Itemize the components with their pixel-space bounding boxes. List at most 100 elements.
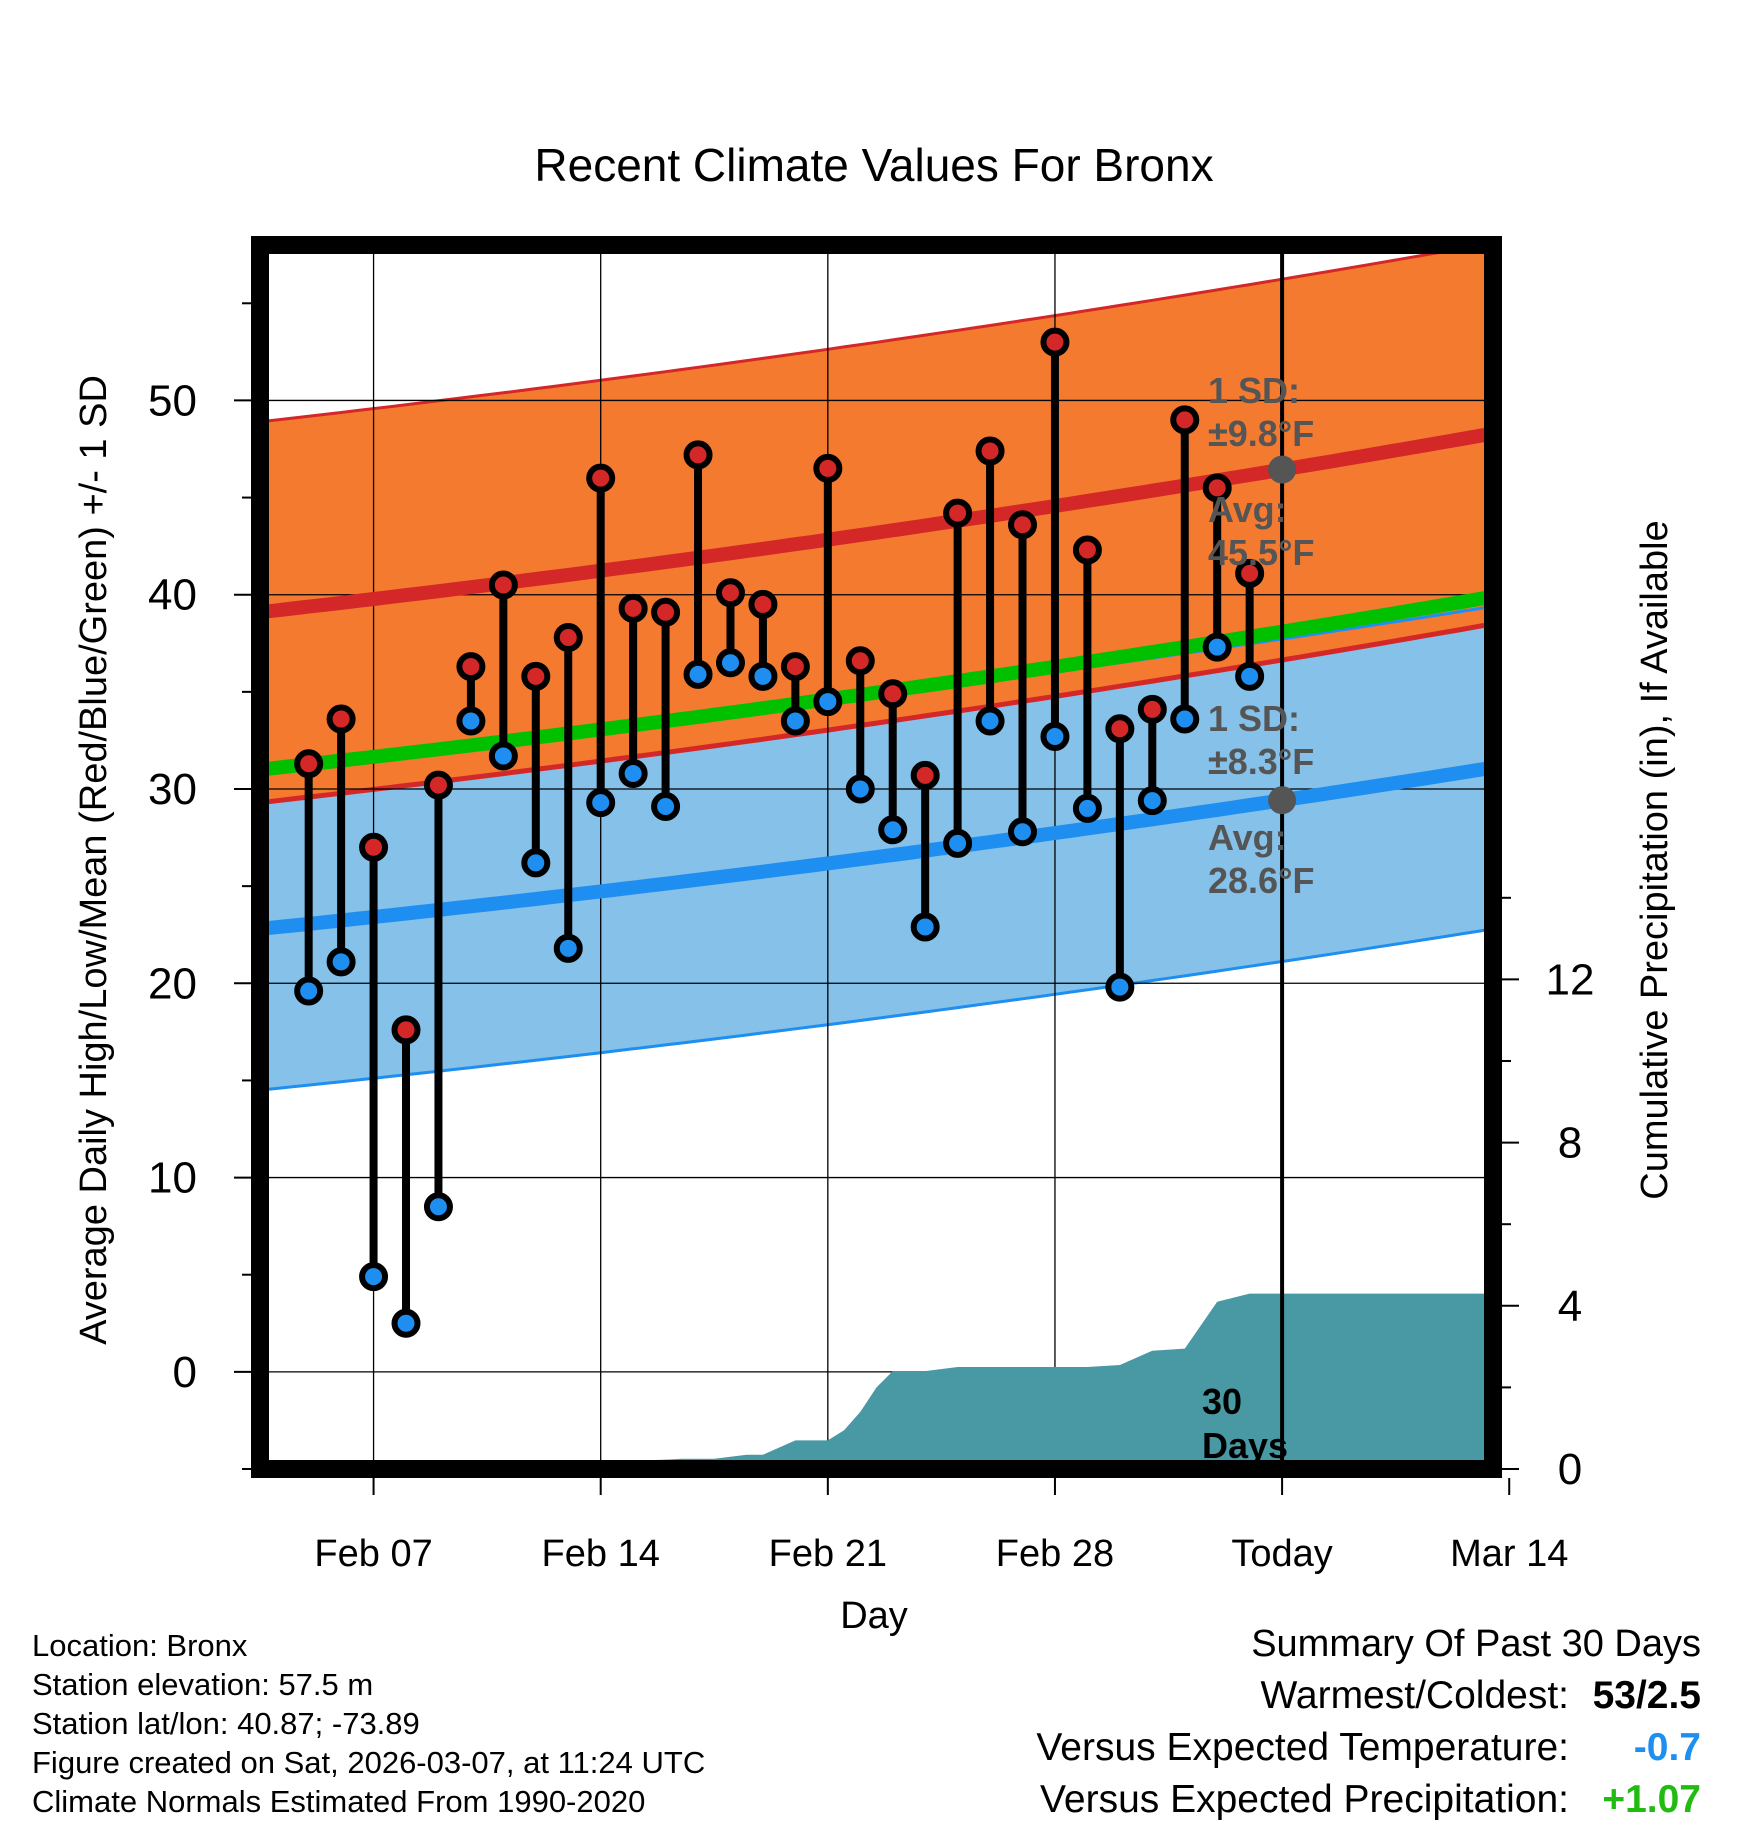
daily-low-marker	[618, 758, 648, 788]
daily-high-marker	[780, 652, 810, 682]
daily-low-marker	[1008, 817, 1038, 847]
daily-low-marker	[975, 706, 1005, 736]
summary-precip: Versus Expected Precipitation: +1.07	[1036, 1774, 1701, 1826]
daily-low-marker	[586, 788, 616, 818]
precipitation-fill	[260, 1293, 1493, 1469]
y2-axis-label: Cumulative Precipitation (in), If Availa…	[1634, 520, 1676, 1199]
figure-created: Figure created on Sat, 2026-03-07, at 11…	[32, 1745, 706, 1780]
y-tick-label: 40	[148, 571, 197, 620]
daily-high-marker	[456, 652, 486, 682]
daily-low-marker	[391, 1308, 421, 1338]
daily-high-marker	[651, 597, 681, 627]
daily-high-marker	[423, 770, 453, 800]
y2-tick-label: 0	[1558, 1445, 1582, 1494]
station-info: Location: Bronx Station elevation: 57.5 …	[32, 1626, 705, 1821]
daily-low-marker	[1137, 786, 1167, 816]
daily-high-marker	[1202, 473, 1232, 503]
daily-high-marker	[813, 453, 843, 483]
high-annotation: 1 SD: ±9.8°F Avg: 45.5°F	[1208, 370, 1314, 573]
daily-low-marker	[780, 706, 810, 736]
daily-high-marker	[294, 749, 324, 779]
low-sd-label: 1 SD:	[1208, 698, 1300, 739]
precip-vs-expected-value: +1.07	[1602, 1778, 1701, 1821]
daily-markers	[294, 327, 1265, 1338]
y-tick-label: 10	[148, 1154, 197, 1203]
daily-low-marker	[715, 648, 745, 678]
x-tick-label: Feb 14	[542, 1533, 660, 1575]
today-days-word: Days	[1202, 1425, 1288, 1466]
high-avg-label: Avg:	[1208, 489, 1287, 530]
daily-high-marker	[488, 570, 518, 600]
climate-normals-note: Climate Normals Estimated From 1990-2020	[32, 1784, 646, 1819]
station-elevation: Station elevation: 57.5 m	[32, 1667, 374, 1702]
station-location: Location: Bronx	[32, 1628, 248, 1663]
x-tick-label: Today	[1231, 1533, 1332, 1575]
mean-average-line	[260, 589, 1493, 777]
x-tick-label: Feb 07	[314, 1533, 432, 1575]
precipitation-area	[260, 1293, 1493, 1469]
daily-low-marker	[943, 828, 973, 858]
station-latlon: Station lat/lon: 40.87; -73.89	[32, 1706, 420, 1741]
high-avg-value: 45.5°F	[1208, 532, 1314, 573]
today-low-average-dot	[1268, 786, 1297, 815]
daily-low-marker	[1105, 972, 1135, 1002]
y-tick-label: 20	[148, 959, 197, 1008]
daily-low-marker	[1202, 632, 1232, 662]
daily-high-marker	[943, 498, 973, 528]
y2-tick-label: 4	[1558, 1282, 1582, 1331]
x-tick-label: Feb 21	[769, 1533, 887, 1575]
daily-ranges	[304, 342, 1254, 1324]
low-sd-value: ±8.3°F	[1208, 741, 1314, 782]
daily-high-marker	[683, 440, 713, 470]
daily-low-marker	[359, 1262, 389, 1292]
daily-high-marker	[715, 578, 745, 608]
low-avg-label: Avg:	[1208, 817, 1287, 858]
plot-frame	[251, 236, 1502, 1478]
daily-low-marker	[683, 659, 713, 689]
daily-high-marker	[748, 589, 778, 619]
daily-high-marker	[1072, 535, 1102, 565]
y-tick-label: 0	[173, 1348, 197, 1397]
y2-tick-label: 8	[1558, 1119, 1582, 1168]
daily-high-marker	[845, 646, 875, 676]
daily-high-marker	[975, 436, 1005, 466]
daily-low-marker	[1040, 722, 1070, 752]
daily-low-marker	[1170, 704, 1200, 734]
daily-high-marker	[359, 832, 389, 862]
today-average-dots	[1268, 455, 1297, 815]
daily-high-marker	[391, 1015, 421, 1045]
daily-high-marker	[1008, 510, 1038, 540]
summary-temp: Versus Expected Temperature: -0.7	[1036, 1722, 1701, 1774]
daily-low-marker	[910, 912, 940, 942]
daily-low-marker	[553, 933, 583, 963]
daily-low-marker	[813, 687, 843, 717]
x-axis-label: Day	[840, 1595, 908, 1637]
daily-high-marker	[553, 622, 583, 652]
high-band-lower-edge	[260, 621, 1493, 806]
daily-low-marker	[326, 947, 356, 977]
daily-low-marker	[488, 741, 518, 771]
daily-low-marker	[521, 848, 551, 878]
daily-low-marker	[748, 661, 778, 691]
daily-high-marker	[1105, 714, 1135, 744]
daily-low-marker	[1072, 793, 1102, 823]
y-tick-label: 30	[148, 765, 197, 814]
summary-warm-cold: Warmest/Coldest: 53/2.5	[1036, 1670, 1701, 1722]
low-avg-value: 28.6°F	[1208, 860, 1314, 901]
high-band-upper-edge	[260, 245, 1491, 424]
daily-high-marker	[1235, 558, 1265, 588]
daily-high-marker	[326, 704, 356, 734]
daily-high-marker	[521, 661, 551, 691]
daily-high-marker	[878, 679, 908, 709]
precip-vs-expected-label: Versus Expected Precipitation:	[1040, 1778, 1569, 1821]
summary-title: Summary Of Past 30 Days	[1251, 1623, 1701, 1665]
temp-vs-expected-value: -0.7	[1633, 1726, 1701, 1769]
daily-low-marker	[423, 1192, 453, 1222]
warm-cold-value: 53/2.5	[1592, 1674, 1701, 1717]
today-days-number: 30	[1202, 1381, 1242, 1422]
x-tick-label: Mar 14	[1450, 1533, 1568, 1575]
y2-axis: 0 4 8 12	[1502, 896, 1594, 1494]
daily-low-marker	[845, 774, 875, 804]
y-axis: 0 10 20 30 40 50	[148, 302, 251, 1470]
